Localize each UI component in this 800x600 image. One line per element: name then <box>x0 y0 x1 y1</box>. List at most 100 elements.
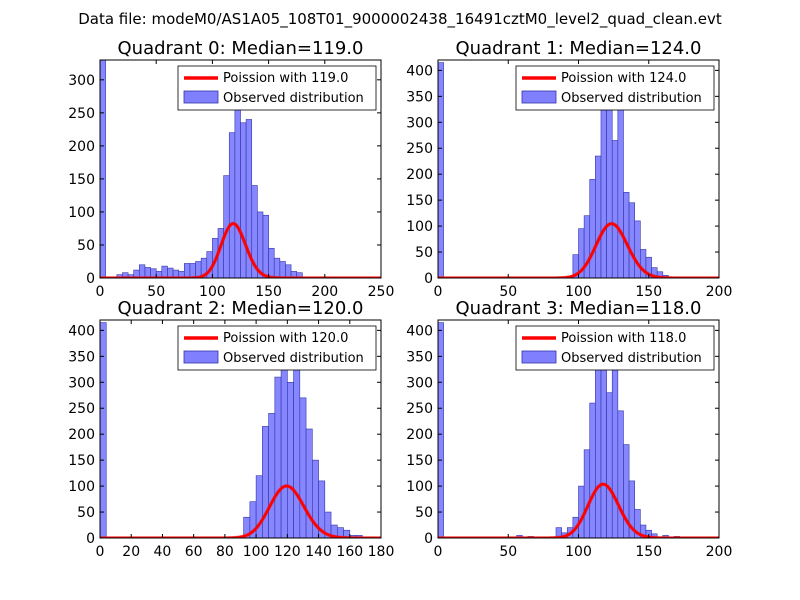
y-tick-label: 400 <box>406 323 433 339</box>
y-tick-label: 50 <box>415 505 433 521</box>
panel-title: Quadrant 1: Median=124.0 <box>456 38 702 59</box>
legend-bar-swatch <box>183 90 219 104</box>
histogram-bar <box>184 263 191 278</box>
y-tick-label: 200 <box>68 427 95 443</box>
legend-bar-swatch <box>521 350 557 364</box>
histogram-bar <box>589 179 596 278</box>
y-tick-label: 200 <box>406 167 433 183</box>
y-tick-label: 200 <box>406 427 433 443</box>
x-tick-label: 100 <box>243 544 270 560</box>
x-tick-label: 150 <box>635 284 662 300</box>
y-tick-label: 100 <box>406 219 433 235</box>
histogram-bar <box>589 402 596 538</box>
histogram-bar <box>161 265 168 278</box>
histogram-bar <box>595 358 602 538</box>
x-tick-label: 50 <box>147 284 165 300</box>
y-tick-label: 100 <box>406 479 433 495</box>
axes-frame <box>99 319 382 539</box>
y-tick-label: 50 <box>77 505 95 521</box>
histogram-bars <box>100 60 303 278</box>
x-tick-label: 120 <box>274 544 301 560</box>
x-tick-label: 0 <box>96 284 105 300</box>
poisson-curve <box>100 484 381 538</box>
histogram-bar <box>274 376 282 538</box>
y-tick-label: 100 <box>68 479 95 495</box>
y-tick-label: 100 <box>68 205 95 221</box>
legend-bar-swatch <box>521 90 557 104</box>
poisson-curve <box>100 222 381 278</box>
legend: Poission with 120.0 Observed distribution <box>177 325 377 371</box>
histogram-bar <box>228 132 236 278</box>
x-tick-label: 160 <box>336 544 363 560</box>
histogram-bar <box>240 122 247 278</box>
x-tick-label: 60 <box>185 544 203 560</box>
x-tick-label: 40 <box>154 544 172 560</box>
histogram-bar <box>273 257 281 278</box>
legend: Poission with 118.0 Observed distribution <box>515 325 715 371</box>
histogram-bar <box>287 381 294 538</box>
y-tick-label: 150 <box>68 172 95 188</box>
legend-bar-label: Observed distribution <box>223 91 364 106</box>
x-tick-label: 0 <box>434 284 443 300</box>
axes-frame <box>99 59 382 279</box>
y-tick-label: 300 <box>406 115 433 131</box>
histogram-bar <box>611 140 619 278</box>
panel-title: Quadrant 0: Median=119.0 <box>118 38 364 59</box>
histogram-bar <box>139 264 146 278</box>
histogram-bar <box>279 261 286 278</box>
x-tick-label: 140 <box>305 544 332 560</box>
y-tick-label: 200 <box>68 139 95 155</box>
histogram-bar <box>280 343 288 538</box>
y-tick-label: 150 <box>406 193 433 209</box>
histogram-bar <box>617 410 624 538</box>
histogram-bar <box>285 264 292 278</box>
x-tick-label: 150 <box>255 284 282 300</box>
x-tick-label: 20 <box>122 544 140 560</box>
y-tick-label: 0 <box>86 531 95 547</box>
y-tick-label: 300 <box>68 73 95 89</box>
legend-bar-label: Observed distribution <box>561 351 702 366</box>
histogram-bar <box>595 155 602 278</box>
figure-title: Data file: modeM0/AS1A05_108T01_90000024… <box>78 10 722 29</box>
histogram-bar <box>583 449 591 538</box>
histogram-bar <box>600 345 607 538</box>
histogram-bar <box>634 220 641 278</box>
y-tick-label: 50 <box>77 238 95 254</box>
x-tick-label: 150 <box>635 544 662 560</box>
histogram-bar <box>438 62 444 278</box>
y-tick-label: 250 <box>68 106 95 122</box>
x-tick-label: 250 <box>368 284 395 300</box>
x-tick-label: 0 <box>434 544 443 560</box>
x-tick-label: 0 <box>96 544 105 560</box>
legend-bar-label: Observed distribution <box>561 91 702 106</box>
histogram-bar <box>438 322 444 538</box>
y-tick-label: 250 <box>406 401 433 417</box>
histogram-bar <box>299 397 307 538</box>
histogram-bar <box>100 60 106 278</box>
legend-bar-label: Observed distribution <box>223 351 364 366</box>
x-tick-label: 50 <box>499 544 517 560</box>
quadrant-0-chart: 0 50 100 150 200 250 0 50 100 150 200 250 300 Quadran… <box>68 38 394 300</box>
legend: Poission with 124.0 Observed distribution <box>515 65 715 111</box>
y-tick-label: 0 <box>86 271 95 287</box>
histogram-bar <box>100 322 107 538</box>
panel-title: Quadrant 3: Median=118.0 <box>456 298 702 319</box>
y-tick-label: 350 <box>406 349 433 365</box>
y-tick-label: 150 <box>68 453 95 469</box>
y-tick-label: 250 <box>68 401 95 417</box>
x-tick-label: 200 <box>706 544 733 560</box>
x-tick-label: 50 <box>499 284 517 300</box>
x-tick-label: 100 <box>199 284 226 300</box>
x-tick-label: 200 <box>311 284 338 300</box>
x-tick-label: 180 <box>368 544 395 560</box>
y-tick-label: 150 <box>406 453 433 469</box>
y-tick-label: 0 <box>424 531 433 547</box>
quadrant-3-chart: 0 50 100 150 200 0 50 100 150 200 250 300 350 400 Quad… <box>406 298 732 560</box>
histogram-bar <box>600 106 607 278</box>
quadrant-1-chart: 0 50 100 150 200 0 50 100 150 200 250 300 350 400 Quad… <box>406 38 732 300</box>
y-tick-label: 0 <box>424 271 433 287</box>
legend: Poission with 119.0 Observed distribution <box>177 65 377 111</box>
y-tick-label: 400 <box>68 323 95 339</box>
quadrant-2-chart: 0 20 40 60 80 100 120 140 160 1800501001502002503… <box>68 298 394 560</box>
